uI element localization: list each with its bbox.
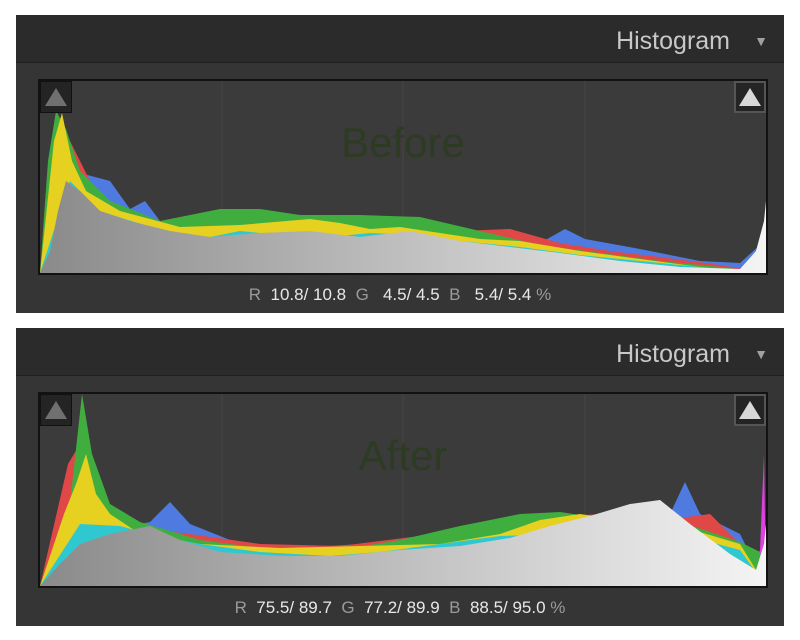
shadow-clipping-icon[interactable] xyxy=(40,81,72,113)
histogram-graph[interactable]: Before xyxy=(38,79,768,275)
panel-header[interactable]: Histogram ▼ xyxy=(16,15,784,63)
histogram-graph[interactable]: After xyxy=(38,392,768,588)
panel-title: Histogram xyxy=(616,340,730,368)
blue-label: B xyxy=(449,285,461,304)
triangle-down-icon[interactable]: ▼ xyxy=(754,346,768,362)
blue-value: 88.5/ 95.0 xyxy=(469,598,546,617)
red-value: 10.8/ 10.8 xyxy=(270,285,347,304)
red-label: R xyxy=(234,598,247,617)
percent-unit: % xyxy=(536,285,552,304)
blue-label: B xyxy=(449,598,461,617)
shadow-clipping-icon[interactable] xyxy=(40,394,72,426)
highlight-clipping-icon[interactable] xyxy=(734,81,766,113)
rgb-readout: R 75.5/ 89.7 G 77.2/ 89.9 B 88.5/ 95.0 % xyxy=(16,598,784,618)
highlight-clipping-icon[interactable] xyxy=(734,394,766,426)
red-label: R xyxy=(248,285,262,304)
histogram-curves xyxy=(40,394,766,586)
histogram-label: After xyxy=(358,432,448,479)
histogram-panel-before: Histogram ▼ xyxy=(16,15,784,313)
triangle-down-icon[interactable]: ▼ xyxy=(754,33,768,49)
green-value: 4.5/ 4.5 xyxy=(382,285,440,304)
histogram-curves xyxy=(40,81,766,273)
blue-value: 5.4/ 5.4 xyxy=(474,285,532,304)
green-value: 77.2/ 89.9 xyxy=(364,598,440,617)
panel-title: Histogram xyxy=(616,27,730,55)
rgb-readout: R 10.8/ 10.8 G 4.5/ 4.5 B 5.4/ 5.4 % xyxy=(16,285,784,305)
percent-unit: % xyxy=(550,598,566,617)
green-label: G xyxy=(341,598,355,617)
histogram-panel-after: Histogram ▼ xyxy=(16,328,784,626)
histogram-label: Before xyxy=(341,119,465,166)
panel-header[interactable]: Histogram ▼ xyxy=(16,328,784,376)
green-label: G xyxy=(355,285,369,304)
red-value: 75.5/ 89.7 xyxy=(256,598,332,617)
